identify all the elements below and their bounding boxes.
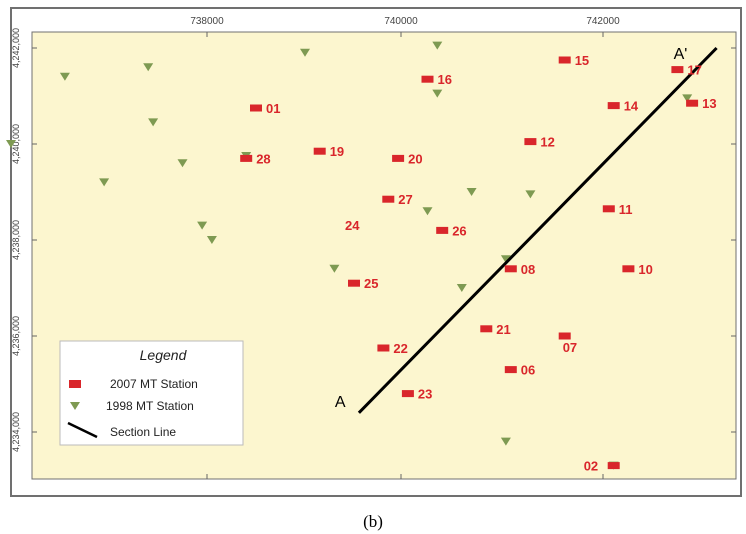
station-1998-marker [500, 255, 511, 264]
station-2007-marker [607, 102, 620, 110]
legend: Legend 2007 MT Station 1998 MT Station S… [59, 340, 244, 446]
station-2007-label: 08 [521, 262, 535, 277]
station-2007-marker [622, 265, 635, 273]
station-1998-marker [206, 236, 217, 244]
station-2007-marker [524, 138, 537, 146]
y-tick-labels: 4,242,000 4,240,000 4,238,000 4,236,000 … [11, 28, 21, 452]
station-2007-label: 12 [540, 135, 554, 150]
station-1998-marker [500, 437, 511, 446]
station-2007-marker [480, 325, 493, 333]
station-2007-label: 27 [398, 192, 412, 207]
station-1998-marker [99, 178, 110, 187]
station-2007-label: 25 [364, 276, 378, 291]
station-1998-marker [432, 41, 443, 50]
station-2007-marker [392, 154, 405, 162]
station-2007-marker [250, 104, 262, 112]
station-2007-marker [240, 154, 253, 162]
station-2007-marker [671, 66, 684, 74]
station-2007-label: 07 [563, 340, 577, 355]
station-2007-label: 10 [638, 262, 652, 277]
station-2007-marker [504, 366, 517, 374]
station-1998-marker [143, 63, 154, 72]
legend-symbol-1998-station [70, 402, 80, 410]
y-tick-label: 4,242,000 [11, 28, 21, 68]
station-2007-label: 17 [687, 63, 701, 78]
station-1998-marker [197, 221, 208, 230]
station-2007-marker [401, 390, 414, 398]
station-1998-marker [456, 284, 467, 292]
legend-symbol-2007-station [69, 380, 81, 388]
legend-label: 1998 MT Station [106, 399, 194, 413]
station-2007-marker [348, 279, 360, 287]
station-2007-marker [436, 226, 449, 234]
x-tick-label: 742000 [586, 16, 620, 27]
station-2007-label: 24 [345, 218, 360, 233]
station-2007-marker [313, 147, 326, 155]
y-tick-label: 4,240,000 [11, 124, 21, 164]
legend-title: Legend [140, 347, 188, 363]
station-1998-marker [682, 94, 693, 103]
legend-box [59, 340, 244, 446]
station-2007-label: 06 [521, 363, 535, 378]
x-tick-label: 738000 [190, 16, 224, 27]
station-2007-label: 11 [619, 202, 633, 217]
station-1998-marker [329, 264, 340, 273]
station-1998-marker [422, 207, 433, 216]
station-2007-marker [504, 265, 517, 273]
station-1998-marker [432, 89, 443, 98]
y-tick-label: 4,234,000 [11, 412, 21, 452]
station-2007-label: 20 [408, 151, 422, 166]
station-1998-marker [148, 118, 159, 127]
station-2007-label: 14 [624, 99, 639, 114]
y-tick-label: 4,236,000 [11, 316, 21, 356]
station-2007-label: 28 [256, 151, 270, 166]
legend-symbol-section-line [67, 421, 98, 439]
axis-ticks [32, 32, 736, 479]
station-2007-label: 21 [496, 322, 510, 337]
section-end-label: A' [674, 46, 688, 63]
station-1998-marker [6, 140, 16, 148]
station-2007-marker [558, 56, 571, 64]
station-2007-marker [421, 75, 434, 83]
x-tick-label: 740000 [384, 16, 418, 27]
section-start-label: A [335, 394, 346, 411]
station-1998-marker [59, 72, 70, 81]
y-tick-label: 4,238,000 [11, 220, 21, 260]
section-line [357, 46, 718, 414]
station-2007-label: 13 [702, 96, 716, 111]
station-2007-marker [558, 332, 571, 340]
station-1998-marker [300, 48, 310, 57]
station-2007-marker [377, 344, 390, 352]
legend-label: Section Line [110, 425, 176, 439]
station-1998-marker [177, 159, 188, 168]
station-2007-label: 01 [266, 101, 280, 116]
station-1998-marker [525, 190, 536, 199]
station-1998-marker [466, 188, 477, 196]
station-2007-marker [602, 205, 615, 213]
legend-label: 2007 MT Station [110, 377, 198, 391]
station-2007-label: 15 [575, 53, 589, 68]
station-2007-marker [686, 99, 699, 107]
x-tick-labels: 738000 740000 742000 [190, 16, 620, 27]
figure-caption: (b) [363, 512, 383, 531]
station-2007-label: 26 [452, 223, 466, 238]
station-2007-label: 16 [438, 72, 452, 87]
station-2007-label: 22 [393, 341, 407, 356]
stations-2007-layer: 01 02 06 07 08 10 11 12 13 14 15 16 17 19 20 21 22 23 24 25… [240, 53, 717, 474]
station-2007-label: 23 [418, 387, 432, 402]
station-2007-marker [607, 462, 620, 470]
station-2007-label: 02 [584, 459, 598, 474]
station-2007-marker [382, 195, 395, 203]
station-2007-label: 19 [330, 144, 344, 159]
